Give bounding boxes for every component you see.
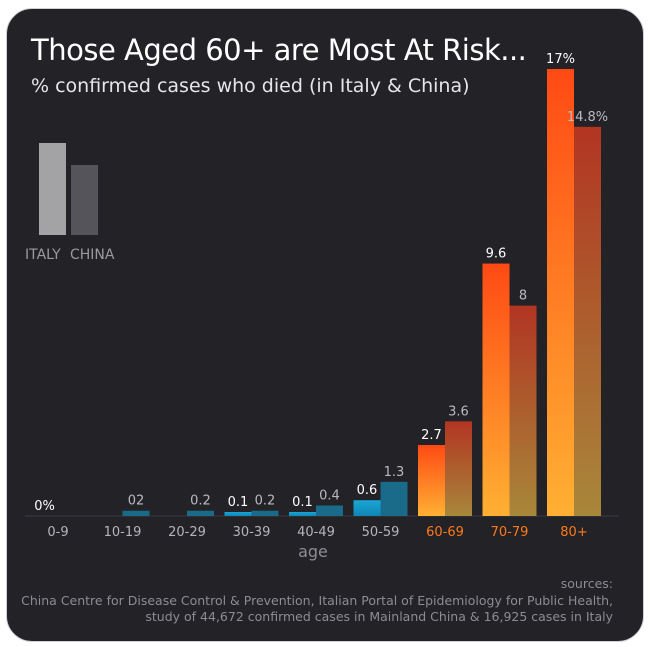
bar-china-40-49 — [316, 505, 343, 516]
value-label-italy-0-9: 0% — [34, 499, 55, 514]
value-label-italy-30-39: 0.1 — [228, 495, 249, 510]
bar-china-30-39 — [251, 510, 279, 516]
bars-group — [122, 69, 601, 517]
x-tick-label-40-49: 40-49 — [297, 525, 335, 540]
sources-line-2: study of 44,672 confirmed cases in Mainl… — [145, 609, 613, 624]
x-axis-label: age — [298, 542, 328, 561]
bar-italy-30-39 — [224, 512, 252, 516]
value-label-italy-60-69: 2.7 — [421, 428, 442, 443]
bar-italy-80plus — [547, 69, 574, 516]
value-label-italy-40-49: 0.1 — [292, 495, 313, 510]
value-label-china-20-29: 0.2 — [190, 494, 211, 509]
value-label-china-70-79: 8 — [519, 289, 527, 304]
value-label-italy-80plus: 17% — [546, 52, 575, 67]
value-label-china-30-39: 0.2 — [255, 494, 276, 509]
value-label-italy-70-79: 9.6 — [486, 247, 507, 262]
value-label-china-40-49: 0.4 — [319, 488, 340, 503]
bar-china-60-69 — [445, 421, 472, 516]
legend-swatch-china — [71, 165, 98, 235]
bar-china-10-19 — [122, 510, 150, 516]
x-tick-label-70-79: 70-79 — [491, 525, 529, 540]
bar-chart: ITALY CHINA 0% 02 0.2 0.1 0.2 0.1 0.4 0.6 1.3 2.7… — [25, 52, 619, 561]
legend-label-italy: ITALY — [25, 247, 61, 263]
chart-title: Those Aged 60+ are Most At Risk... — [31, 33, 527, 67]
x-tick-label-10-19: 10-19 — [104, 525, 142, 540]
value-label-china-60-69: 3.6 — [448, 404, 469, 419]
bar-italy-40-49 — [289, 512, 316, 516]
value-label-china-80plus: 14.8% — [567, 110, 608, 125]
bar-china-50-59 — [380, 481, 408, 516]
value-label-china-10-19: 02 — [128, 494, 145, 509]
value-labels-group: 0% 02 0.2 0.1 0.2 0.1 0.4 0.6 1.3 2.7 3.6 9.6 8 17% 14… — [34, 52, 608, 514]
bar-china-20-29 — [187, 510, 214, 516]
bar-china-80plus — [574, 126, 601, 517]
chart-card: Those Aged 60+ are Most At Risk... % con… — [6, 8, 644, 642]
sources-label: sources: — [560, 576, 613, 591]
bar-italy-60-69 — [418, 445, 445, 516]
x-tick-label-80plus: 80+ — [560, 525, 587, 540]
value-label-china-50-59: 1.3 — [384, 465, 405, 480]
bar-china-70-79 — [509, 305, 537, 516]
x-tick-labels-group: 0-9 10-19 20-29 30-39 40-49 50-59 60-69 70-79 80… — [47, 525, 587, 540]
legend: ITALY CHINA — [25, 143, 115, 263]
chart-subtitle: % confirmed cases who died (in Italy & C… — [31, 75, 470, 97]
sources-line-1: China Centre for Disease Control & Preve… — [21, 593, 613, 608]
sources-text: China Centre for Disease Control & Preve… — [13, 593, 613, 625]
x-tick-label-20-29: 20-29 — [168, 525, 206, 540]
legend-swatch-italy — [39, 143, 66, 235]
x-tick-label-50-59: 50-59 — [362, 525, 400, 540]
legend-label-china: CHINA — [70, 247, 115, 263]
x-tick-label-30-39: 30-39 — [233, 525, 271, 540]
x-tick-label-60-69: 60-69 — [426, 525, 464, 540]
bar-italy-50-59 — [353, 500, 381, 516]
x-tick-label-0-9: 0-9 — [47, 525, 68, 540]
bar-italy-70-79 — [482, 263, 510, 516]
value-label-italy-50-59: 0.6 — [357, 483, 378, 498]
